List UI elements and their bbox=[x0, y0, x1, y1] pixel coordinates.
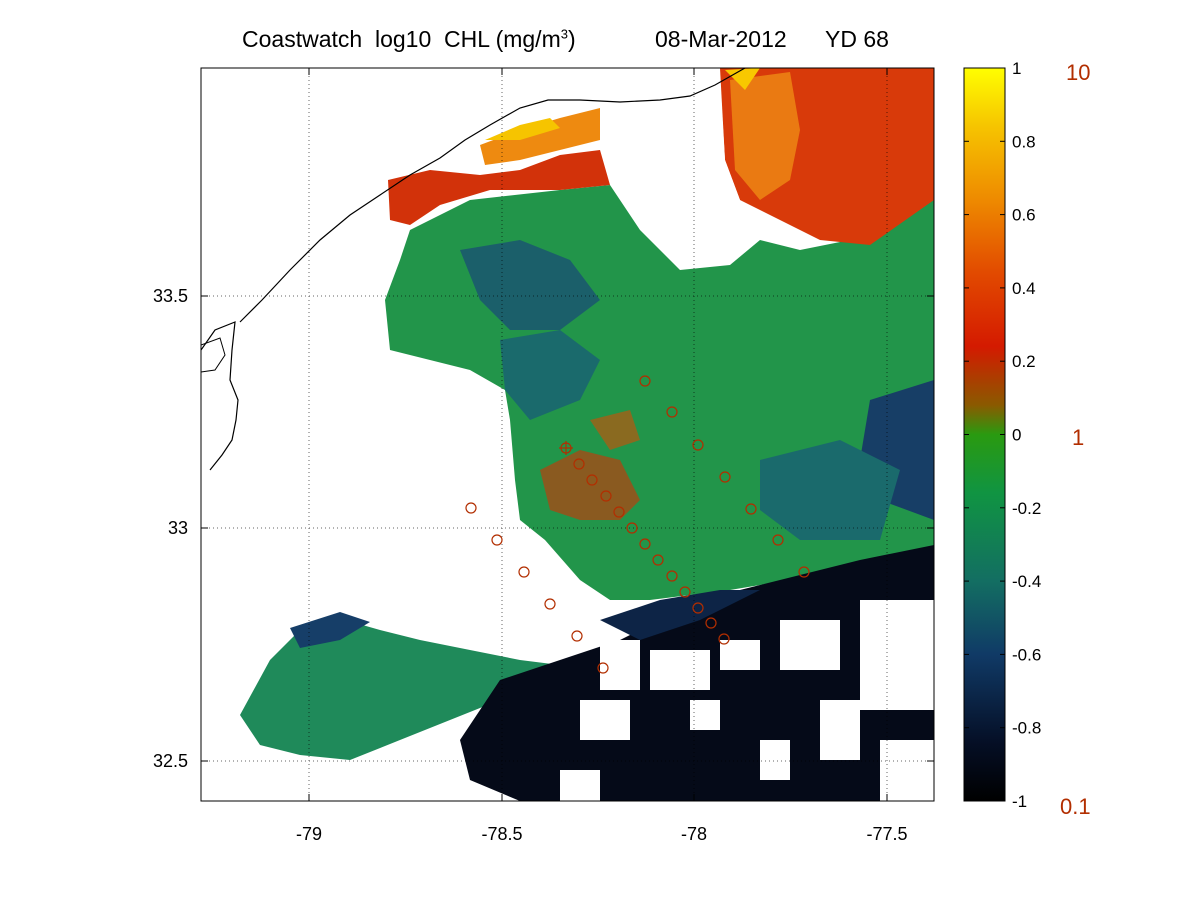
station-marker bbox=[573, 458, 585, 470]
x-tick-label: -78.5 bbox=[481, 824, 522, 844]
colorbar-tick-label: -0.4 bbox=[1012, 572, 1041, 591]
cloud-gap-north bbox=[640, 80, 740, 230]
map-panel bbox=[201, 68, 934, 801]
title-date: 08-Mar-2012 bbox=[655, 26, 787, 52]
colorbar-tick-label: -1 bbox=[1012, 792, 1027, 811]
colorbar-tick-labels: 1 0.8 0.6 0.4 0.2 0 -0.2 -0.4 -0.6 -0.8 -1 bbox=[1012, 59, 1041, 811]
chlorophyll-field-high-center-2 bbox=[590, 410, 640, 450]
title-product: Coastwatch bbox=[242, 26, 363, 52]
map-frame bbox=[200, 67, 935, 802]
colorbar-tick-label: -0.6 bbox=[1012, 645, 1041, 664]
station-marker bbox=[518, 566, 530, 578]
station-marker bbox=[718, 633, 730, 645]
title-yearday: YD 68 bbox=[825, 26, 889, 52]
x-tick-label: -78 bbox=[681, 824, 707, 844]
station-marker bbox=[692, 439, 704, 451]
chlorophyll-plume-right-hi bbox=[730, 72, 800, 200]
station-marker bbox=[772, 534, 784, 546]
chlorophyll-coastal-band-left bbox=[388, 150, 610, 225]
colorbar-linear-label-min: 0.1 bbox=[1060, 794, 1091, 819]
map-tick-marks bbox=[201, 68, 934, 801]
title-quantity: CHL (mg/m bbox=[444, 26, 561, 52]
colorbar-tick-label: 0.2 bbox=[1012, 352, 1036, 371]
map-title: Coastwatch log10 CHL (mg/m3) bbox=[242, 26, 576, 53]
station-marker bbox=[798, 566, 810, 578]
station-marker bbox=[639, 538, 651, 550]
colorbar-tick-label: 0 bbox=[1012, 426, 1021, 445]
station-marker bbox=[719, 471, 731, 483]
station-marker bbox=[639, 375, 651, 387]
station-marker bbox=[679, 586, 691, 598]
station-marker bbox=[692, 602, 704, 614]
station-marker bbox=[600, 490, 612, 502]
y-tick-label: 32.5 bbox=[153, 751, 188, 771]
title-unit-close: ) bbox=[567, 26, 576, 52]
coastline bbox=[201, 68, 746, 471]
colorbar-tick-label: 0.4 bbox=[1012, 279, 1036, 298]
colorbar-tick-label: -0.2 bbox=[1012, 499, 1041, 518]
colorbar-tick-label: -0.8 bbox=[1012, 719, 1041, 738]
station-marker bbox=[745, 503, 757, 515]
station-marker bbox=[705, 617, 717, 629]
y-tick-label: 33.5 bbox=[153, 286, 188, 306]
colorbar-tick-label: 0.8 bbox=[1012, 132, 1036, 151]
chlorophyll-field-low-2 bbox=[500, 330, 600, 420]
title-variable: log10 bbox=[374, 26, 432, 52]
station-marker bbox=[652, 554, 664, 566]
title-unit-exponent: 3 bbox=[560, 26, 568, 42]
station-crosshair-marker bbox=[559, 441, 573, 455]
chlorophyll-coastal-band-left-top bbox=[485, 118, 560, 140]
colorbar: 1 0.8 0.6 0.4 0.2 0 -0.2 -0.4 -0.6 -0.8 -1 10 1 0.… bbox=[963, 59, 1091, 819]
chlorophyll-field-southwest bbox=[240, 620, 560, 760]
station-marker bbox=[571, 630, 583, 642]
station-marker bbox=[465, 502, 477, 514]
colorbar-tick-marks bbox=[964, 67, 1005, 802]
station-marker bbox=[544, 598, 556, 610]
coastline-island bbox=[201, 337, 226, 373]
station-markers bbox=[465, 375, 810, 674]
station-marker bbox=[491, 534, 503, 546]
colorbar-tick-label: 1 bbox=[1012, 59, 1021, 78]
chlorophyll-field-southwest-dark bbox=[290, 612, 370, 648]
chlorophyll-plume-right-top bbox=[725, 68, 760, 90]
station-marker bbox=[626, 522, 638, 534]
station-marker bbox=[586, 474, 598, 486]
chlorophyll-coastal-band-left-hi bbox=[480, 108, 600, 165]
colorbar-linear-label-mid: 1 bbox=[1072, 425, 1084, 450]
chlorophyll-field-low-1 bbox=[460, 240, 600, 330]
colorbar-linear-label-max: 10 bbox=[1066, 60, 1090, 85]
station-marker bbox=[666, 570, 678, 582]
station-marker bbox=[597, 662, 609, 674]
colorbar-tick-label: 0.6 bbox=[1012, 206, 1036, 225]
x-tick-label: -79 bbox=[296, 824, 322, 844]
cloud-holes bbox=[560, 600, 934, 801]
colorbar-ramp bbox=[963, 67, 1006, 802]
x-tick-label: -77.5 bbox=[866, 824, 907, 844]
station-marker bbox=[613, 506, 625, 518]
y-tick-label: 33 bbox=[168, 518, 188, 538]
chlorophyll-field-offshore-blue bbox=[600, 590, 760, 640]
chlorophyll-field-low-4 bbox=[760, 440, 900, 540]
station-marker bbox=[666, 406, 678, 418]
